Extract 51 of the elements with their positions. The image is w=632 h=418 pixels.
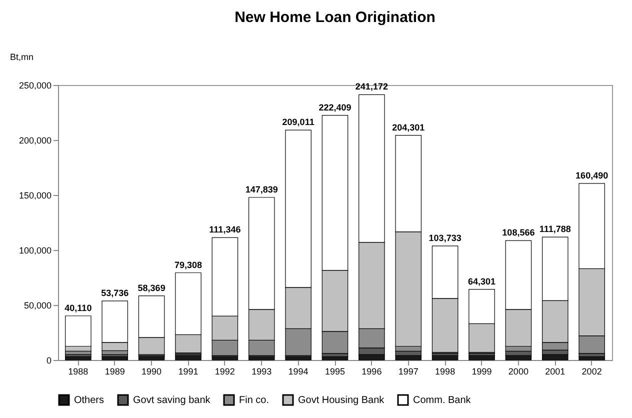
total-label: 64,301 bbox=[468, 276, 496, 286]
x-tick-label: 1993 bbox=[252, 366, 272, 376]
bar bbox=[542, 354, 568, 360]
x-tick-label: 1995 bbox=[324, 366, 346, 376]
x-tick-label: 2001 bbox=[545, 366, 566, 376]
legend-label: Govt saving bank bbox=[133, 395, 212, 406]
x-tick-label: 2002 bbox=[582, 366, 602, 376]
bar bbox=[175, 355, 202, 360]
total-label: 111,346 bbox=[209, 224, 241, 235]
total-label: 58,369 bbox=[138, 282, 166, 293]
bar bbox=[578, 356, 605, 360]
total-label: 40,110 bbox=[64, 302, 92, 313]
total-label: 209,011 bbox=[282, 117, 314, 128]
legend-label: Fin co. bbox=[239, 395, 270, 406]
bar bbox=[102, 356, 128, 360]
y-tick-label: 0 bbox=[46, 356, 52, 366]
y-tick-label: 200,000 bbox=[18, 136, 52, 146]
x-tick-label: 2000 bbox=[508, 366, 528, 376]
legend-label: Others bbox=[74, 395, 104, 406]
x-tick-label: 1997 bbox=[398, 366, 418, 376]
bar bbox=[468, 355, 495, 360]
bar bbox=[65, 350, 92, 355]
x-tick-label: 1992 bbox=[214, 366, 235, 376]
x-tick-label: 1991 bbox=[178, 366, 198, 376]
bar bbox=[65, 356, 92, 360]
x-tick-label: 1996 bbox=[362, 366, 382, 376]
total-label: 147,839 bbox=[245, 184, 278, 194]
bar bbox=[395, 355, 422, 360]
total-label: 160,490 bbox=[576, 170, 608, 180]
chart-title: New Home Loan Origination bbox=[234, 9, 436, 26]
total-label: 79,308 bbox=[174, 260, 202, 270]
total-label: 222,409 bbox=[318, 102, 352, 112]
y-tick-label: 150,000 bbox=[18, 190, 52, 200]
x-tick-label: 1988 bbox=[68, 366, 88, 376]
x-tick-label: 1989 bbox=[104, 366, 125, 376]
y-tick-label: 100,000 bbox=[18, 246, 52, 256]
total-label: 103,733 bbox=[428, 232, 462, 243]
total-label: 241,172 bbox=[355, 82, 388, 92]
total-label: 204,301 bbox=[392, 122, 425, 132]
y-tick-label: 50,000 bbox=[24, 300, 52, 310]
y-axis-title: Bt,mn bbox=[10, 52, 34, 62]
total-label: 111,788 bbox=[539, 224, 571, 234]
x-tick-label: 1998 bbox=[435, 366, 456, 376]
legend-label: Govt Housing Bank bbox=[298, 395, 386, 406]
y-tick-label: 250,000 bbox=[18, 80, 52, 90]
x-tick-label: 1990 bbox=[142, 366, 162, 376]
x-tick-label: 1994 bbox=[288, 366, 308, 376]
legend-label: Comm. Bank bbox=[413, 395, 472, 406]
total-label: 108,566 bbox=[502, 228, 535, 238]
total-label: 53,736 bbox=[101, 288, 129, 298]
x-tick-label: 1999 bbox=[472, 366, 492, 376]
